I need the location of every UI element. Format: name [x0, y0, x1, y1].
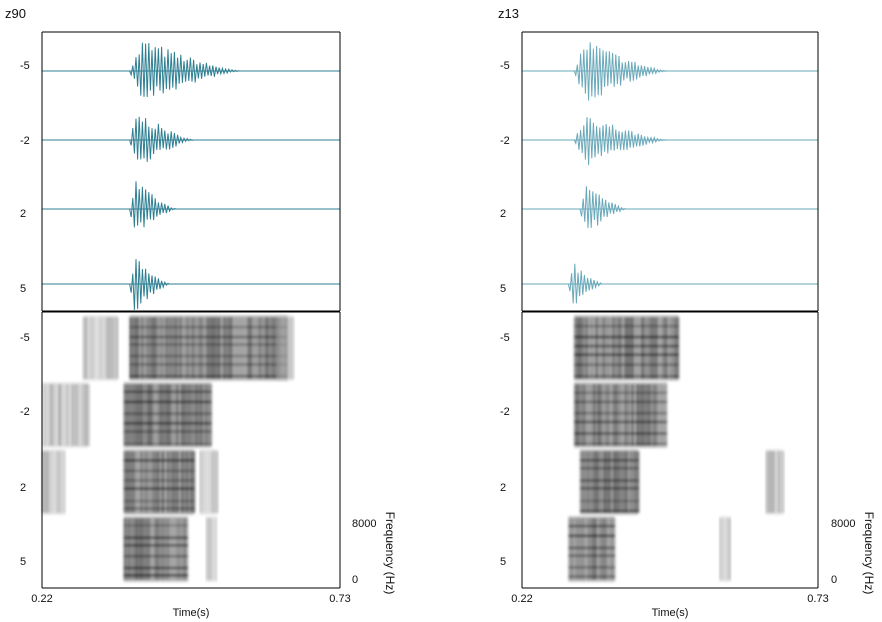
- spectrogram-row-label: -5: [500, 332, 510, 344]
- spectrogram--5: [574, 315, 680, 381]
- voiced-segment: [568, 516, 616, 582]
- waveform--2: [573, 117, 668, 166]
- voiced-segment: [123, 516, 189, 582]
- x-tick-label: 0.22: [511, 593, 532, 605]
- spectrogram-group: -5 -2 2 5: [500, 315, 785, 582]
- y-tick-label: 8000: [352, 518, 376, 530]
- y-axis-label: Frequency (Hz): [383, 512, 397, 595]
- noise-segment: [199, 449, 219, 515]
- noise-segment: [719, 516, 731, 582]
- spectrogram-2: [580, 449, 785, 515]
- spectrogram-2: [42, 449, 219, 515]
- spectrogram-5: [123, 516, 218, 582]
- panel-z13: z13 -5 -2 2 5 -5 -2 2 5 0.22 0.73 Time(s) 8000 0 Frequ…: [498, 6, 876, 619]
- noise-segment: [765, 449, 785, 515]
- panel-title: z13: [498, 6, 519, 21]
- noise-segment: [205, 516, 218, 582]
- waveform-row-label: -5: [20, 60, 30, 72]
- y-tick-label: 8000: [831, 518, 855, 530]
- spectrogram-row-label: 5: [500, 556, 506, 568]
- waveform-row-label: 2: [500, 208, 506, 220]
- waveform-row-label: -2: [500, 135, 510, 147]
- x-tick-label: 0.73: [807, 593, 828, 605]
- waveform--2: [129, 116, 194, 162]
- x-axis-label: Time(s): [652, 607, 689, 619]
- spectrogram--2: [42, 382, 212, 448]
- spectrogram-row-label: 5: [20, 556, 26, 568]
- waveform--5: [573, 42, 668, 101]
- waveform--5: [129, 42, 241, 98]
- noise-segment: [42, 449, 66, 515]
- waveform-2: [579, 186, 627, 229]
- panel-title: z90: [5, 6, 26, 21]
- noise-segment: [59, 382, 90, 448]
- y-tick-label: 0: [831, 574, 837, 586]
- x-tick-label: 0.73: [329, 593, 350, 605]
- waveform-row-label: 2: [20, 208, 26, 220]
- voiced-segment: [129, 315, 288, 381]
- spectrogram-row-label: -5: [20, 332, 30, 344]
- x-axis-label: Time(s): [173, 607, 210, 619]
- voiced-segment: [580, 449, 640, 515]
- waveform-5: [129, 259, 170, 311]
- panel-z90: z90 -5 -2 2 5 -5 -2 2 5 0.22 0.73 Time(s) 8000 0 Frequ…: [5, 6, 397, 619]
- x-tick-label: 0.22: [31, 593, 52, 605]
- spectrogram--5: [82, 315, 295, 381]
- waveform-row-label: 5: [20, 283, 26, 295]
- spectrogram--2: [574, 382, 668, 448]
- waveform-row-label: -2: [20, 135, 30, 147]
- waveform-group: -5 -2 2 5: [20, 42, 340, 311]
- waveform-5: [567, 263, 603, 304]
- spectrogram-5: [568, 516, 731, 582]
- waveform-row-label: -5: [500, 60, 510, 72]
- y-tick-label: 0: [352, 574, 358, 586]
- spectrogram-group: -5 -2 2 5: [20, 315, 295, 582]
- spectrogram-row-label: 2: [20, 482, 26, 494]
- spectrogram-row-label: -2: [20, 406, 30, 418]
- y-axis-label: Frequency (Hz): [862, 512, 876, 595]
- voiced-segment: [123, 382, 212, 448]
- voiced-segment: [123, 449, 196, 515]
- spectrogram-row-label: -2: [500, 406, 510, 418]
- spectrogram-row-label: 2: [500, 482, 506, 494]
- noise-segment: [275, 315, 295, 381]
- noise-segment: [42, 382, 61, 448]
- voiced-segment: [574, 315, 680, 381]
- waveform-2: [129, 181, 177, 228]
- noise-segment: [82, 315, 119, 381]
- voiced-segment: [574, 382, 668, 448]
- waveform-group: -5 -2 2 5: [500, 42, 818, 304]
- waveform-row-label: 5: [500, 283, 506, 295]
